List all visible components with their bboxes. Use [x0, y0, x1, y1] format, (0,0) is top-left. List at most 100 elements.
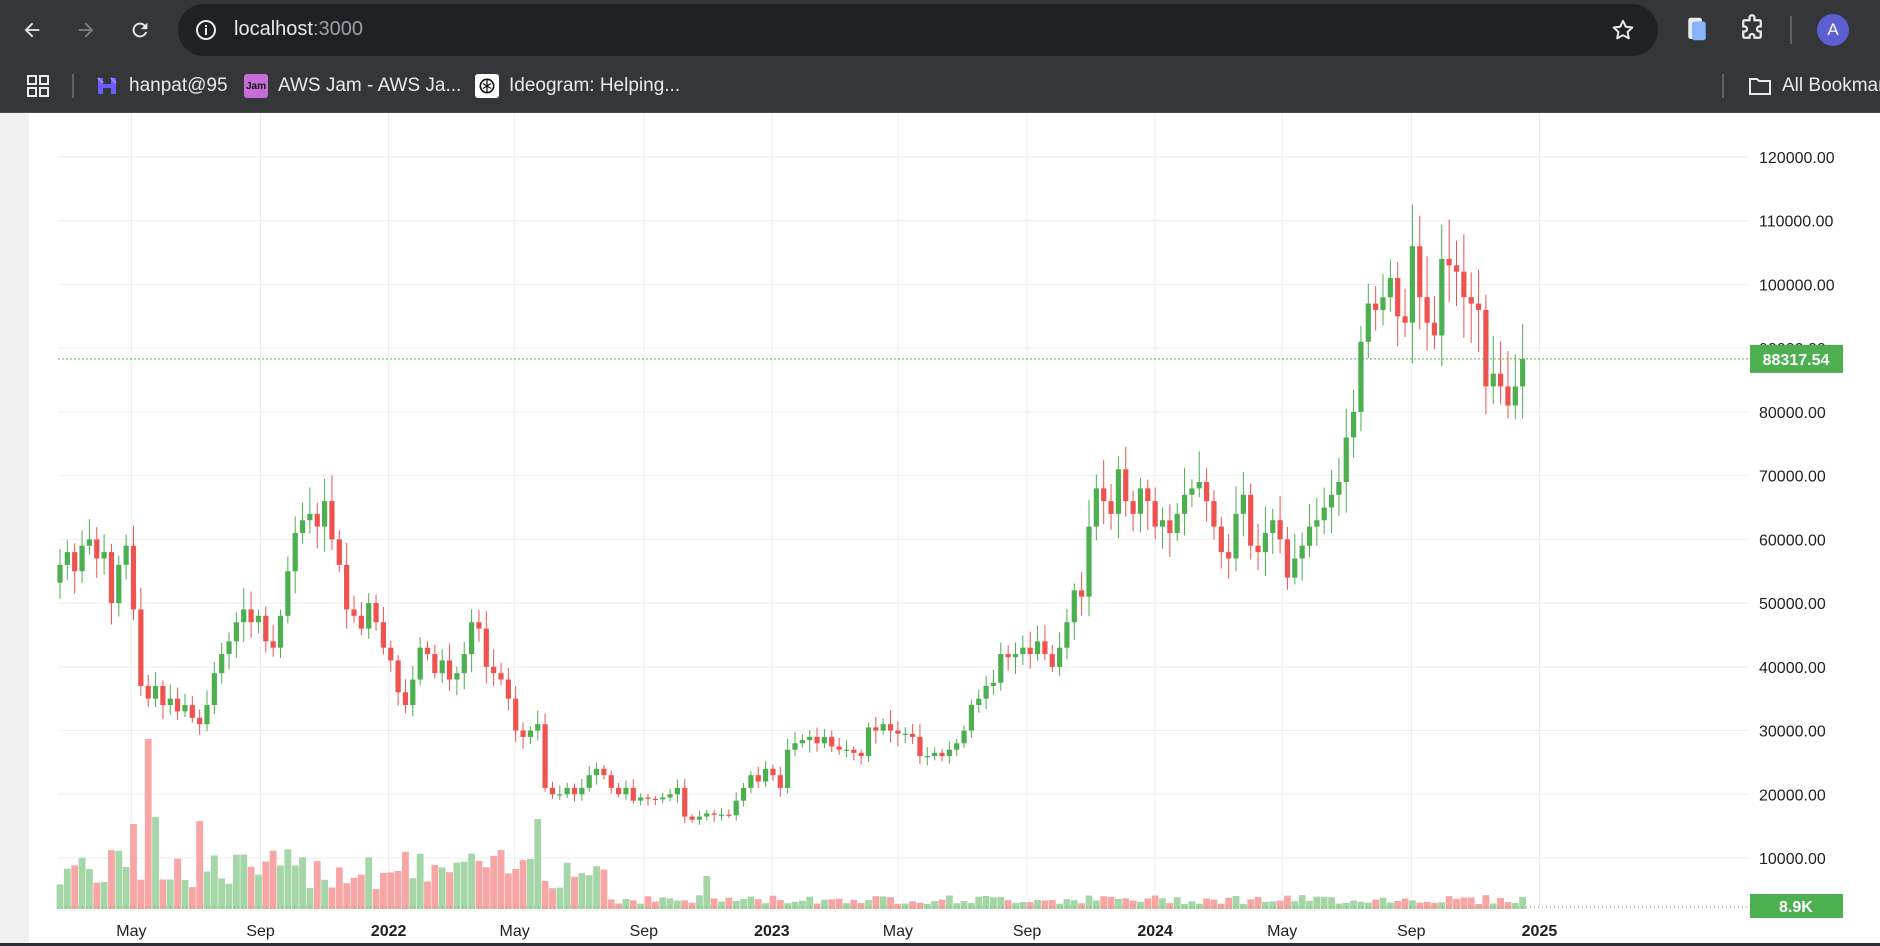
- candle-body: [1123, 469, 1129, 502]
- arrow-left-icon: [24, 22, 40, 38]
- volume-bar: [446, 872, 453, 909]
- candle-body: [814, 736, 820, 744]
- candle-body: [718, 814, 725, 816]
- candlestick-chart[interactable]: 120000.00110000.00100000.0090000.0080000…: [29, 113, 1880, 943]
- volume-bar: [78, 857, 86, 909]
- candle-body: [829, 736, 835, 747]
- candle-body: [344, 564, 350, 610]
- candle-body: [388, 647, 394, 661]
- bookmark-hanpat[interactable]: hanpat@95: [95, 72, 228, 100]
- candle-body: [711, 813, 717, 815]
- candle-body: [1409, 246, 1415, 323]
- volume-bar: [585, 875, 593, 909]
- volume-bar: [1306, 900, 1313, 909]
- forward-button[interactable]: [68, 12, 104, 48]
- candle-body: [682, 787, 688, 817]
- volume-bar: [306, 888, 314, 909]
- volume-bar: [1276, 900, 1284, 909]
- volume-bar: [534, 819, 542, 909]
- volume-bar: [909, 901, 916, 909]
- candle-body: [292, 532, 298, 572]
- candle-body: [255, 615, 262, 623]
- candle-body: [939, 752, 945, 757]
- volume-bar: [931, 901, 939, 909]
- candle-body: [733, 800, 739, 816]
- candle-body: [1226, 552, 1232, 559]
- volume-bar: [784, 903, 792, 909]
- volume-bar: [563, 862, 571, 909]
- volume-bar: [541, 880, 549, 909]
- candle-body: [961, 730, 967, 744]
- volume-bar: [1313, 896, 1321, 909]
- clipboard-icon[interactable]: [1682, 14, 1712, 44]
- hanpat-logo-icon: [95, 74, 119, 98]
- chart-container[interactable]: 120000.00110000.00100000.0090000.0080000…: [29, 113, 1880, 943]
- volume-bar: [468, 853, 475, 909]
- info-icon[interactable]: [194, 18, 218, 42]
- candle-body: [755, 775, 761, 782]
- volume-bar: [1291, 901, 1299, 909]
- page-content: 120000.00110000.00100000.0090000.0080000…: [0, 113, 1880, 946]
- volume-bar: [181, 880, 189, 909]
- candle-body: [616, 787, 622, 795]
- candle-body: [1284, 539, 1291, 578]
- volume-bar: [791, 901, 799, 909]
- volume-bar: [1386, 902, 1394, 909]
- volume-bar: [571, 876, 578, 909]
- candle-body: [1402, 316, 1408, 323]
- bookmark-label: Ideogram: Helping...: [509, 75, 681, 96]
- volume-bar: [1254, 897, 1262, 909]
- reload-button[interactable]: [122, 12, 158, 48]
- candle-body: [1137, 488, 1144, 514]
- candle-body: [527, 730, 533, 737]
- bookmark-ideogram[interactable]: Ideogram: Helping...: [475, 72, 680, 100]
- y-tick-label: 50000.00: [1759, 596, 1826, 613]
- volume-bar: [357, 874, 365, 909]
- x-tick-label: Sep: [1397, 923, 1426, 940]
- bookmark-aws-jam[interactable]: Jam AWS Jam - AWS Ja...: [244, 72, 461, 100]
- candle-body: [917, 736, 923, 757]
- volume-bar: [1401, 898, 1409, 909]
- volume-bar: [1144, 898, 1152, 909]
- back-button[interactable]: [14, 12, 50, 48]
- candle-body: [1336, 482, 1342, 495]
- candle-body: [1086, 526, 1092, 597]
- volume-bar: [1511, 902, 1519, 909]
- candle-body: [983, 685, 989, 699]
- y-tick-label: 10000.00: [1759, 851, 1826, 868]
- address-bar[interactable]: localhost:3000: [178, 4, 1658, 56]
- volume-bar: [1203, 898, 1210, 909]
- volume-bar: [1475, 903, 1482, 909]
- all-bookmarks-button[interactable]: All Bookmar: [1748, 72, 1880, 100]
- volume-bar: [438, 867, 446, 909]
- url-text[interactable]: localhost:3000: [234, 18, 363, 41]
- candle-body: [924, 756, 930, 758]
- volume-bar: [218, 878, 226, 909]
- last-volume-badge: [1750, 894, 1843, 918]
- y-tick-label: 60000.00: [1759, 532, 1826, 549]
- candle-body: [204, 705, 210, 725]
- volume-bar: [262, 861, 270, 909]
- star-icon[interactable]: [1610, 17, 1636, 43]
- candle-body: [1395, 278, 1401, 317]
- profile-avatar[interactable]: A: [1817, 14, 1849, 46]
- volume-bar: [1070, 900, 1078, 909]
- volume-bar: [394, 870, 402, 909]
- candle-body: [101, 552, 107, 559]
- candle-body: [461, 654, 467, 674]
- puzzle-icon[interactable]: [1737, 14, 1767, 44]
- volume-bar: [754, 899, 762, 909]
- volume-bar: [1034, 899, 1041, 909]
- candle-body: [1387, 278, 1393, 298]
- candle-body: [792, 743, 798, 750]
- volume-bar: [269, 850, 277, 909]
- candle-body: [219, 654, 225, 674]
- volume-bar: [1048, 899, 1056, 909]
- volume-bar: [86, 869, 93, 909]
- apps-grid-icon[interactable]: [26, 74, 50, 98]
- volume-bar: [857, 903, 865, 909]
- volume-bar: [938, 899, 946, 909]
- candle-body: [1218, 526, 1224, 553]
- y-tick-label: 100000.00: [1759, 277, 1835, 294]
- candle-body: [1431, 322, 1438, 336]
